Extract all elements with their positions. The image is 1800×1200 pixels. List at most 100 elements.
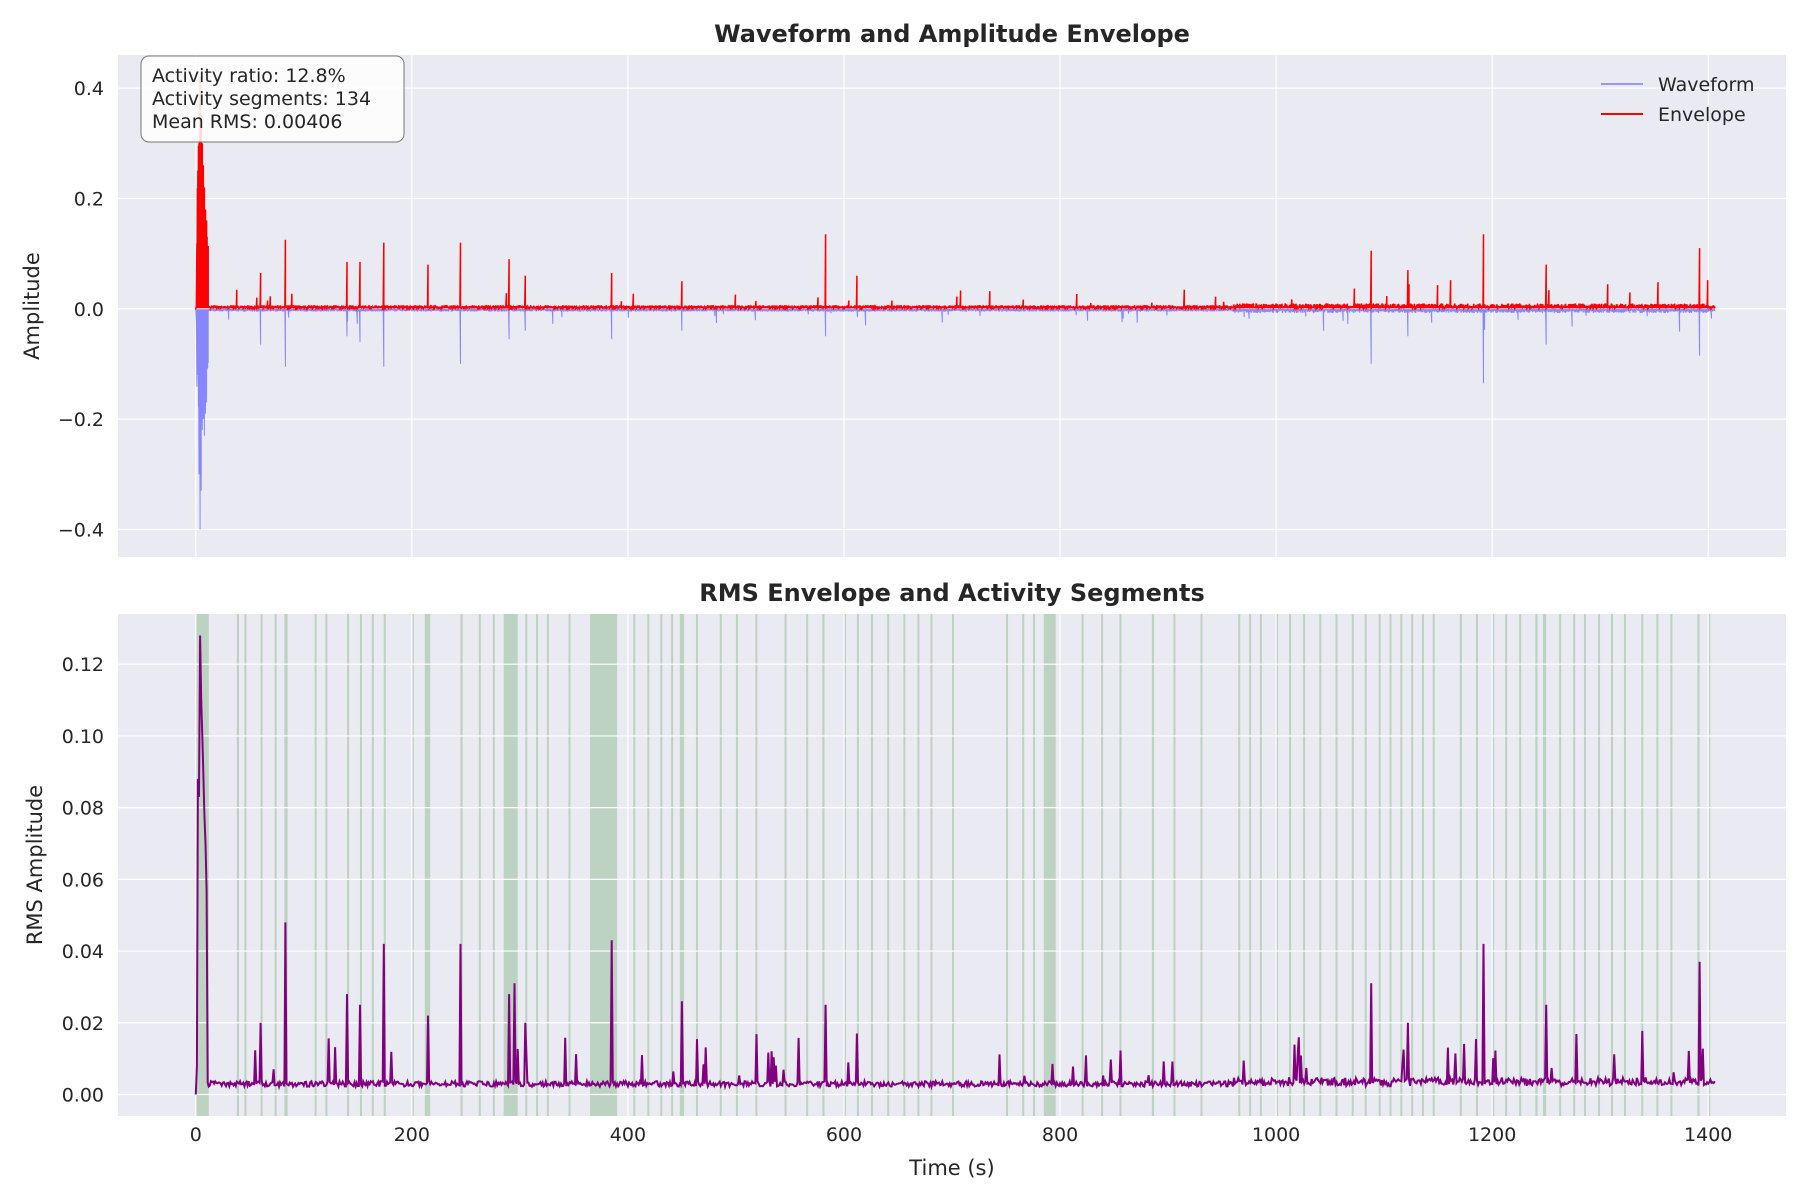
activity-segment <box>806 614 809 1116</box>
stats-activity-segments: Activity segments: 134 <box>152 88 371 110</box>
activity-segment <box>347 614 350 1116</box>
activity-segment <box>260 614 263 1116</box>
activity-segment <box>1378 614 1381 1116</box>
activity-segment <box>1542 614 1547 1116</box>
activity-segment <box>1400 614 1403 1116</box>
activity-segment <box>1535 614 1538 1116</box>
activity-segment <box>903 614 906 1116</box>
activity-segment <box>478 614 481 1116</box>
activity-segment <box>284 614 288 1116</box>
activity-segment <box>1319 614 1322 1116</box>
rms-y-ticks: 0.00 0.02 0.04 0.06 0.08 0.10 0.12 <box>62 654 104 1106</box>
legend-label-waveform: Waveform <box>1658 74 1754 96</box>
x-tick-label: 1200 <box>1468 1124 1516 1146</box>
activity-segment <box>274 614 277 1116</box>
rms-ylabel: RMS Amplitude <box>23 785 47 945</box>
activity-segment <box>1351 614 1354 1116</box>
activity-segment <box>1583 614 1586 1116</box>
activity-segment <box>671 614 674 1116</box>
activity-segment <box>755 614 758 1116</box>
activity-segment <box>1043 614 1056 1116</box>
activity-segment <box>870 614 873 1116</box>
y-tick-label: 0.06 <box>62 869 104 891</box>
x-tick-label: 1400 <box>1684 1124 1732 1146</box>
activity-segment <box>930 614 933 1116</box>
activity-segment <box>719 614 722 1116</box>
activity-segment <box>856 614 859 1116</box>
x-tick-label: 600 <box>826 1124 862 1146</box>
activity-segment <box>887 614 890 1116</box>
rms-title: RMS Envelope and Activity Segments <box>699 579 1204 607</box>
activity-segment <box>1573 614 1576 1116</box>
activity-segment <box>1519 614 1522 1116</box>
activity-segment <box>1475 614 1478 1116</box>
activity-segment <box>536 614 539 1116</box>
activity-segment <box>1335 614 1338 1116</box>
y-tick-label: 0.4 <box>74 78 104 100</box>
activity-segment <box>525 614 528 1116</box>
activity-segment <box>314 614 317 1116</box>
activity-segment <box>1022 614 1025 1116</box>
activity-segment <box>917 614 920 1116</box>
activity-segment <box>1200 614 1203 1116</box>
y-tick-label: 0.02 <box>62 1013 104 1035</box>
x-tick-label: 1000 <box>1252 1124 1300 1146</box>
waveform-series <box>195 77 1716 530</box>
activity-segment <box>660 614 663 1116</box>
activity-segment <box>735 614 738 1116</box>
waveform-title: Waveform and Amplitude Envelope <box>714 20 1190 48</box>
activity-segment <box>695 614 698 1116</box>
y-tick-label: −0.2 <box>58 409 104 431</box>
stats-box-frame <box>140 55 405 143</box>
activity-segment <box>325 614 328 1116</box>
activity-segment <box>1101 614 1104 1116</box>
activity-segment <box>244 614 247 1116</box>
y-tick-label: 0.08 <box>62 798 104 820</box>
y-tick-label: 0.00 <box>62 1084 104 1106</box>
activity-segment <box>1364 614 1367 1116</box>
legend-label-envelope: Envelope <box>1658 104 1746 126</box>
activity-segment <box>1173 614 1176 1116</box>
activity-segment <box>411 614 414 1116</box>
activity-segment <box>843 614 846 1116</box>
activity-segment <box>1259 614 1262 1116</box>
activity-segment <box>492 614 495 1116</box>
activity-segment <box>1432 614 1435 1116</box>
activity-segment <box>1151 614 1155 1116</box>
activity-segment <box>1411 614 1414 1116</box>
activity-segment <box>1276 614 1279 1116</box>
x-tick-label: 800 <box>1042 1124 1078 1146</box>
activity-segment <box>1119 614 1122 1116</box>
activity-segment <box>424 614 431 1116</box>
activity-segment <box>371 614 374 1116</box>
activity-segment <box>460 614 463 1116</box>
activity-segment <box>1641 614 1644 1116</box>
y-tick-label: 0.10 <box>62 726 104 748</box>
x-tick-label: 400 <box>610 1124 646 1146</box>
rms-panel: 0.00 0.02 0.04 0.06 0.08 0.10 0.12 0 200 400 600 8… <box>23 579 1786 1180</box>
y-tick-label: 0.0 <box>74 299 104 321</box>
waveform-y-ticks: −0.4 −0.2 0.0 0.2 0.4 <box>58 78 104 541</box>
activity-segment <box>1656 614 1659 1116</box>
rms-x-ticks: 0 200 400 600 800 1000 1200 1400 <box>190 1124 1733 1146</box>
activity-segment <box>1421 614 1424 1116</box>
activity-segment <box>1697 614 1700 1116</box>
activity-segment <box>236 614 239 1116</box>
activity-segment <box>1289 614 1292 1116</box>
activity-segment <box>1389 614 1392 1116</box>
activity-segment <box>1670 614 1673 1116</box>
activity-segment <box>633 614 636 1116</box>
activity-segment <box>1505 614 1508 1116</box>
activity-segment <box>1708 614 1711 1116</box>
y-tick-label: 0.2 <box>74 188 104 210</box>
activity-segment <box>359 614 362 1116</box>
activity-segment <box>568 614 571 1116</box>
activity-segment <box>1303 614 1306 1116</box>
legend[interactable]: Waveform Envelope <box>1601 74 1754 126</box>
stats-activity-ratio: Activity ratio: 12.8% <box>152 65 346 87</box>
activity-segment <box>383 614 386 1116</box>
envelope-line <box>195 77 1716 312</box>
activity-segment <box>1238 614 1241 1116</box>
activity-segment <box>1033 614 1036 1116</box>
